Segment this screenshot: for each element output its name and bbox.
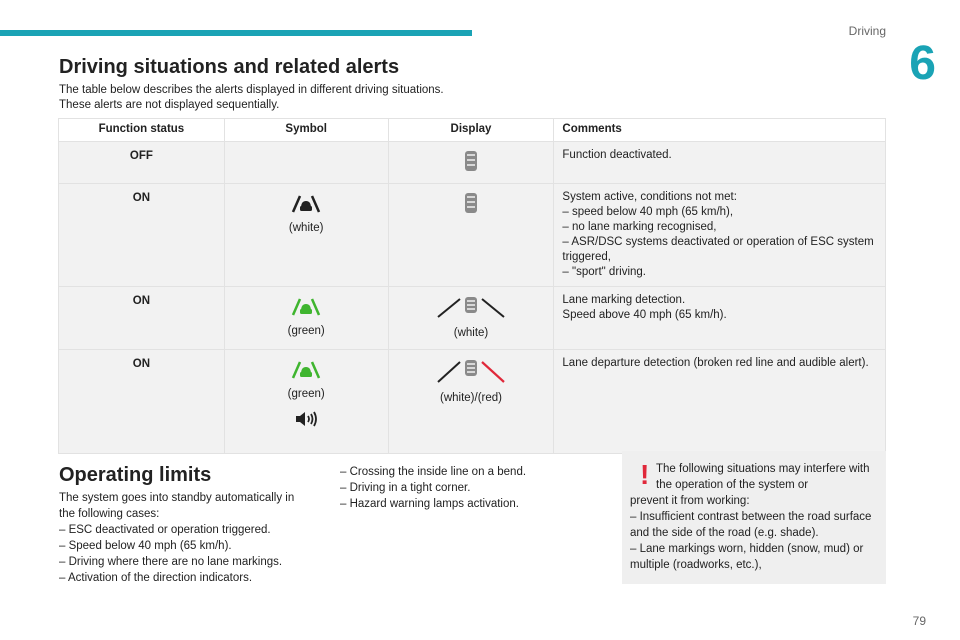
intro-text: The table below describes the alerts dis… (59, 83, 444, 113)
alerts-table: Function status Symbol Display Comments … (58, 118, 886, 454)
header-symbol: Symbol (223, 118, 389, 142)
comments-cell: System active, conditions not met: – spe… (553, 183, 886, 287)
display-lane-grey-icon (464, 193, 477, 213)
limits-list-item: – ESC deactivated or operation triggered… (59, 524, 271, 536)
limits-paragraph: The system goes into standby automatical… (59, 492, 295, 520)
limits-list-item: – Driving in a tight corner. (340, 482, 471, 494)
warning-box: ! The following situations may interfere… (622, 451, 886, 584)
comment-line: – ASR/DSC systems deactivated or operati… (562, 236, 874, 263)
symbol-cell: (green) (223, 349, 389, 454)
symbol-cell: (green) (223, 286, 389, 350)
limits-list-item: – Crossing the inside line on a bend. (340, 466, 527, 478)
limits-list-item: – Speed below 40 mph (65 km/h). (59, 540, 232, 552)
display-lane-white-icon (437, 297, 505, 318)
comment-line: – "sport" driving. (562, 266, 646, 278)
status-cell: ON (58, 183, 225, 287)
limits-list-item: – Hazard warning lamps activation. (340, 498, 519, 510)
lane-assist-green-icon (292, 361, 321, 379)
operating-limits-title: Operating limits (59, 464, 212, 486)
display-cell (387, 141, 555, 184)
symbol-cell: (white) (223, 183, 389, 287)
page-title: Driving situations and related alerts (59, 56, 400, 78)
table-row: ON (green) (58, 349, 886, 454)
comment-line: – no lane marking recognised, (562, 221, 717, 233)
warning-line: prevent it from working: (630, 495, 750, 507)
table-row: OFF Function deactivated. (58, 141, 886, 184)
display-cell: (white) (387, 286, 555, 350)
limits-list-item: – Driving where there are no lane markin… (59, 556, 283, 568)
display-cell: (white)/(red) (387, 349, 555, 454)
comment-line: Speed above 40 mph (65 km/h). (562, 309, 727, 321)
speaker-icon (296, 411, 318, 427)
comment-line: Function deactivated. (562, 149, 672, 161)
comment-line: Lane departure detection (broken red lin… (562, 357, 869, 369)
table-header-row: Function status Symbol Display Comments (58, 118, 886, 142)
symbol-cell (223, 141, 389, 184)
display-caption: (white) (453, 327, 489, 339)
header-function-status: Function status (58, 118, 225, 142)
comments-cell: Function deactivated. (553, 141, 886, 184)
page-number: 79 (912, 614, 926, 628)
display-caption: (white)/(red) (440, 392, 502, 404)
intro-line: These alerts are not displayed sequentia… (59, 99, 280, 111)
symbol-caption: (green) (287, 325, 325, 337)
chapter-number: 6 (909, 37, 936, 90)
comments-cell: Lane marking detection. Speed above 40 m… (553, 286, 886, 350)
header-display: Display (387, 118, 555, 142)
section-title: Driving (848, 24, 886, 38)
limits-list-item: – Activation of the direction indicators… (59, 572, 253, 584)
comments-cell: Lane departure detection (broken red lin… (553, 349, 886, 454)
status-cell: ON (58, 349, 225, 454)
intro-line: The table below describes the alerts dis… (59, 84, 444, 96)
exclamation-icon: ! (640, 459, 650, 490)
status-cell: ON (58, 286, 225, 350)
table-row: ON (green) (58, 286, 886, 350)
warning-first-line: The following situations may interfere w… (656, 463, 870, 491)
lane-assist-white-icon (292, 195, 321, 213)
symbol-caption: (white) (288, 222, 324, 234)
comment-line: Lane marking detection. (562, 294, 686, 306)
comment-line: – speed below 40 mph (65 km/h), (562, 206, 734, 218)
display-lane-departure-icon (437, 360, 505, 383)
status-cell: OFF (58, 141, 225, 184)
display-lane-grey-icon (464, 151, 477, 171)
lane-assist-green-icon (292, 298, 321, 316)
table-row: ON (white) (58, 183, 886, 287)
limits-middle-column: – Crossing the inside line on a bend. – … (340, 464, 600, 512)
header-comments: Comments (553, 118, 886, 142)
warning-line: – Lane markings worn, hidden (snow, mud)… (630, 543, 864, 571)
warning-body: prevent it from working: – Insufficient … (630, 493, 880, 573)
comment-line: System active, conditions not met: (562, 191, 737, 203)
display-cell (387, 183, 555, 287)
header-accent-bar (0, 30, 472, 36)
limits-left-column: The system goes into standby automatical… (59, 490, 309, 586)
warning-line: – Insufficient contrast between the road… (630, 511, 872, 539)
symbol-caption: (green) (287, 388, 325, 400)
